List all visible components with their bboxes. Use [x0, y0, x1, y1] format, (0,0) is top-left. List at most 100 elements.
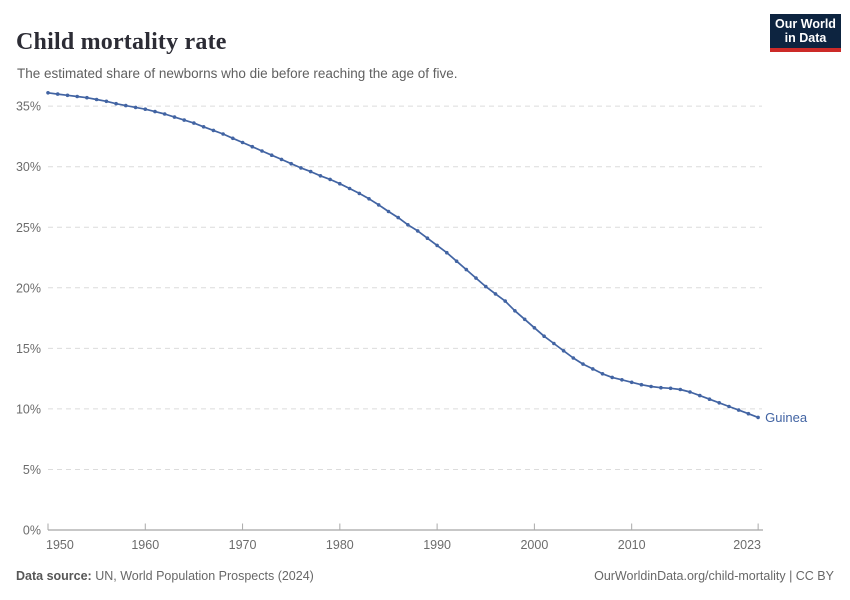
data-point [581, 362, 585, 366]
data-point [192, 121, 196, 125]
data-point [347, 186, 352, 191]
data-point [65, 93, 70, 98]
x-axis-label: 2000 [520, 538, 548, 552]
x-axis-label: 1950 [46, 538, 74, 552]
x-axis-label: 1960 [131, 538, 159, 552]
data-point [114, 101, 118, 106]
x-axis-label: 2023 [733, 538, 761, 552]
y-axis-label: 25% [16, 221, 41, 235]
data-point [591, 367, 595, 371]
data-point [55, 92, 60, 96]
data-point [308, 169, 313, 174]
data-point [124, 103, 128, 108]
data-point [221, 132, 225, 136]
owid-logo: Our World in Data [770, 14, 841, 52]
y-axis-label: 5% [23, 463, 41, 477]
owid-logo-line1: Our World [775, 17, 836, 31]
data-source-text: UN, World Population Prospects (2024) [91, 569, 314, 583]
data-point [104, 99, 109, 104]
data-point [668, 386, 673, 391]
data-point [610, 375, 614, 380]
owid-logo-line2: in Data [784, 31, 827, 45]
data-point [338, 181, 342, 186]
data-point [415, 229, 420, 233]
data-point [649, 384, 653, 389]
data-point [172, 115, 177, 119]
data-source: Data source: UN, World Population Prospe… [16, 569, 314, 583]
data-point [75, 94, 79, 99]
data-point [279, 157, 284, 162]
series-line [47, 91, 759, 419]
data-point [571, 356, 576, 360]
data-point [522, 317, 527, 322]
data-point [425, 236, 430, 240]
data-point [484, 284, 488, 289]
data-point [386, 209, 391, 214]
x-axis-label: 2010 [618, 538, 646, 552]
data-point [493, 292, 498, 296]
y-axis-label: 0% [23, 524, 41, 538]
data-point [552, 341, 556, 346]
data-point [561, 349, 566, 353]
data-point [600, 372, 605, 376]
data-point [211, 128, 216, 133]
data-point [532, 326, 537, 330]
data-point [717, 401, 721, 405]
data-point [746, 411, 751, 416]
data-point [367, 197, 371, 201]
data-point [94, 97, 99, 102]
y-axis-label: 30% [16, 160, 41, 174]
data-point [376, 203, 381, 207]
data-point [162, 112, 167, 116]
series-end-label: Guinea [765, 410, 808, 425]
x-axis-label: 1990 [423, 538, 451, 552]
data-point [299, 166, 303, 170]
page-title: Child mortality rate [16, 29, 227, 56]
y-axis-label: 35% [16, 100, 41, 114]
data-point [143, 107, 148, 111]
data-point [727, 404, 731, 409]
x-axis-label: 1980 [326, 538, 354, 552]
y-axis-label: 10% [16, 402, 41, 416]
data-point [474, 276, 478, 280]
data-point [406, 223, 410, 227]
data-point [182, 118, 186, 122]
data-point [503, 299, 508, 303]
data-point [46, 91, 50, 95]
data-point [357, 191, 362, 196]
chart-footer: Data source: UN, World Population Prospe… [16, 569, 834, 583]
data-point [240, 140, 245, 145]
data-point [639, 382, 644, 387]
data-point [698, 393, 702, 398]
data-point [542, 334, 546, 339]
data-point [454, 259, 459, 264]
data-point [629, 380, 634, 385]
data-point [688, 390, 692, 394]
data-point [231, 136, 235, 141]
data-point [659, 385, 663, 390]
data-point [678, 387, 683, 392]
data-point [396, 215, 401, 220]
data-point [260, 149, 264, 153]
credit-line: OurWorldinData.org/child-mortality | CC … [594, 569, 834, 583]
data-point [736, 408, 741, 412]
data-point [318, 174, 323, 178]
x-axis-label: 1970 [229, 538, 257, 552]
data-point [133, 105, 138, 110]
data-point [513, 309, 517, 313]
data-point [328, 177, 332, 182]
data-point [85, 95, 89, 100]
data-point [153, 109, 157, 114]
data-point [707, 397, 712, 402]
y-axis-label: 15% [16, 342, 41, 356]
data-point [445, 250, 449, 255]
chart-subtitle: The estimated share of newborns who die … [17, 65, 458, 81]
data-point [201, 125, 206, 129]
data-point [464, 267, 469, 272]
data-point [269, 153, 274, 157]
y-axis-label: 20% [16, 281, 41, 295]
data-source-label: Data source: [16, 569, 92, 583]
data-point [250, 144, 255, 149]
